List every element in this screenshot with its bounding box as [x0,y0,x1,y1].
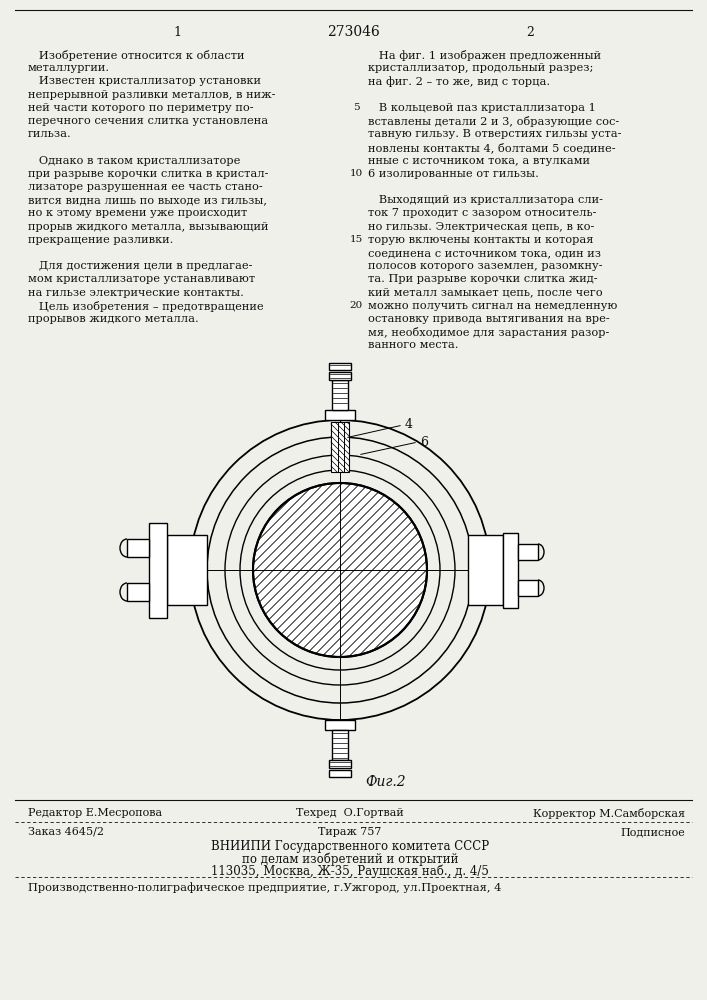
Text: Фиг.2: Фиг.2 [365,775,406,789]
Text: нные с источником тока, а втулками: нные с источником тока, а втулками [368,156,590,166]
Text: Однако в таком кристаллизаторе: Однако в таком кристаллизаторе [28,156,240,166]
Text: прорывов жидкого металла.: прорывов жидкого металла. [28,314,199,324]
Bar [518,580,538,596]
Text: соединена с источником тока, один из: соединена с источником тока, один из [368,248,601,258]
Text: Производственно-полиграфическое предприятие, г.Ужгород, ул.Проектная, 4: Производственно-полиграфическое предприя… [28,882,501,893]
Circle shape [253,483,427,657]
Text: Выходящий из кристаллизатора сли-: Выходящий из кристаллизатора сли- [368,195,603,205]
Bar [325,410,355,420]
Text: но к этому времени уже происходит: но к этому времени уже происходит [28,208,247,218]
Text: Тираж 757: Тираж 757 [318,827,382,837]
Text: 6 изолированные от гильзы.: 6 изолированные от гильзы. [368,169,539,179]
Text: 4: 4 [405,418,413,432]
Text: ванного места.: ванного места. [368,340,459,350]
Text: прекращение разливки.: прекращение разливки. [28,235,173,245]
Text: мя, необходимое для зарастания разор-: мя, необходимое для зарастания разор- [368,327,609,338]
Text: мом кристаллизаторе устанавливают: мом кристаллизаторе устанавливают [28,274,255,284]
Text: прорыв жидкого металла, вызывающий: прорыв жидкого металла, вызывающий [28,222,269,232]
Text: кий металл замыкает цепь, после чего: кий металл замыкает цепь, после чего [368,288,602,298]
Bar [332,730,348,760]
Text: 1: 1 [173,25,181,38]
Bar [127,539,149,557]
Bar [325,720,355,730]
Text: 5: 5 [353,103,359,112]
Text: металлургии.: металлургии. [28,63,110,73]
Text: по делам изобретений и открытий: по делам изобретений и открытий [242,852,458,865]
Text: Подписное: Подписное [620,827,685,837]
Text: но гильзы. Электрическая цепь, в ко-: но гильзы. Электрическая цепь, в ко- [368,222,595,232]
Text: ней части которого по периметру по-: ней части которого по периметру по- [28,103,254,113]
Text: 2: 2 [526,25,534,38]
Text: 15: 15 [349,235,363,244]
Text: вставлены детали 2 и 3, образующие сос-: вставлены детали 2 и 3, образующие сос- [368,116,619,127]
Text: В кольцевой паз кристаллизатора 1: В кольцевой паз кристаллизатора 1 [368,103,596,113]
Bar [167,535,207,605]
Bar [332,380,348,410]
Text: 20: 20 [349,301,363,310]
Text: Корректор М.Самборская: Корректор М.Самборская [533,808,685,819]
Text: торую включены контакты и которая: торую включены контакты и которая [368,235,593,245]
Bar [503,533,518,608]
Text: 10: 10 [349,169,363,178]
Text: Известен кристаллизатор установки: Известен кристаллизатор установки [28,76,261,86]
Text: полосов которого заземлен, разомкну-: полосов которого заземлен, разомкну- [368,261,602,271]
Text: На фиг. 1 изображен предложенный: На фиг. 1 изображен предложенный [368,50,601,61]
Text: Цель изобретения – предотвращение: Цель изобретения – предотвращение [28,301,264,312]
Text: новлены контакты 4, болтами 5 соедине-: новлены контакты 4, болтами 5 соедине- [368,142,616,153]
Text: тавную гильзу. В отверстиях гильзы уста-: тавную гильзу. В отверстиях гильзы уста- [368,129,621,139]
Text: вится видна лишь по выходе из гильзы,: вится видна лишь по выходе из гильзы, [28,195,267,205]
Text: на фиг. 2 – то же, вид с торца.: на фиг. 2 – то же, вид с торца. [368,76,550,87]
Text: остановку привода вытягивания на вре-: остановку привода вытягивания на вре- [368,314,609,324]
Text: Изобретение относится к области: Изобретение относится к области [28,50,245,61]
Bar [149,523,167,618]
Text: можно получить сигнал на немедленную: можно получить сигнал на немедленную [368,301,617,311]
Text: Техред  О.Гортвай: Техред О.Гортвай [296,808,404,818]
Bar [468,535,503,605]
Text: ВНИИПИ Государственного комитета СССР: ВНИИПИ Государственного комитета СССР [211,840,489,853]
Text: 113035, Москва, Ж-35, Раушская наб., д. 4/5: 113035, Москва, Ж-35, Раушская наб., д. … [211,864,489,878]
Bar [329,372,351,380]
Text: гильза.: гильза. [28,129,71,139]
Text: 273046: 273046 [327,25,380,39]
Text: кристаллизатор, продольный разрез;: кристаллизатор, продольный разрез; [368,63,593,73]
Text: 6: 6 [420,436,428,448]
Text: лизаторе разрушенная ее часть стано-: лизаторе разрушенная ее часть стано- [28,182,263,192]
Bar [127,583,149,601]
Text: та. При разрыве корочки слитка жид-: та. При разрыве корочки слитка жид- [368,274,597,284]
Text: Заказ 4645/2: Заказ 4645/2 [28,827,104,837]
Bar [329,770,351,777]
Text: перечного сечения слитка установлена: перечного сечения слитка установлена [28,116,268,126]
Text: при разрыве корочки слитка в кристал-: при разрыве корочки слитка в кристал- [28,169,269,179]
Text: ток 7 проходит с зазором относитель-: ток 7 проходит с зазором относитель- [368,208,597,218]
Text: на гильзе электрические контакты.: на гильзе электрические контакты. [28,288,244,298]
Bar [331,422,349,472]
Text: Редактор Е.Месропова: Редактор Е.Месропова [28,808,162,818]
Text: Для достижения цели в предлагае-: Для достижения цели в предлагае- [28,261,252,271]
Text: непрерывной разливки металлов, в ниж-: непрерывной разливки металлов, в ниж- [28,90,276,100]
Bar [329,363,351,370]
Bar [329,760,351,768]
Bar [518,544,538,560]
